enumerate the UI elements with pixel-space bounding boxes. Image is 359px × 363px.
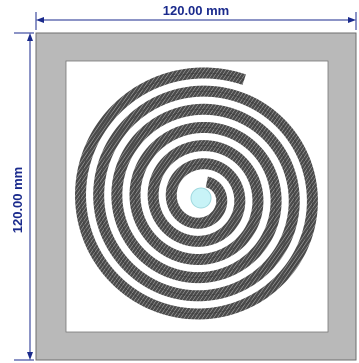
width-dimension-label: 120.00 mm	[163, 3, 230, 18]
width-dimension	[35, 12, 357, 30]
spiral-coil	[75, 67, 318, 320]
spiral-trace-edge	[80, 72, 313, 315]
height-dimension-label: 120.00 mm	[10, 167, 25, 234]
center-hole	[190, 187, 212, 209]
height-dimension	[14, 32, 34, 361]
